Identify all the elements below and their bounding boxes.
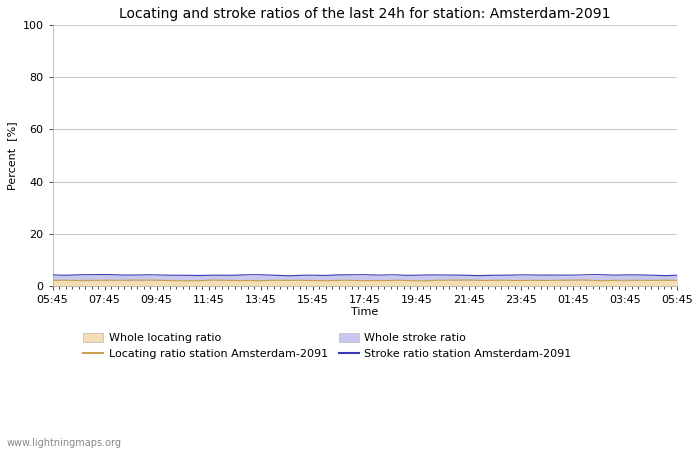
X-axis label: Time: Time	[351, 306, 379, 317]
Legend: Whole locating ratio, Locating ratio station Amsterdam-2091, Whole stroke ratio,: Whole locating ratio, Locating ratio sta…	[83, 333, 572, 359]
Text: www.lightningmaps.org: www.lightningmaps.org	[7, 438, 122, 448]
Y-axis label: Percent  [%]: Percent [%]	[7, 121, 17, 190]
Title: Locating and stroke ratios of the last 24h for station: Amsterdam-2091: Locating and stroke ratios of the last 2…	[119, 7, 610, 21]
